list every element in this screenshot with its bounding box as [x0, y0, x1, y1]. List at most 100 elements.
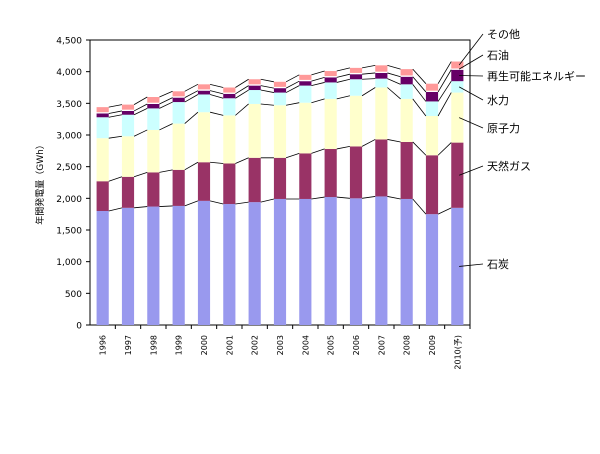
bar-segment	[299, 79, 312, 82]
series-connector-line	[108, 87, 452, 139]
bar-segment	[147, 97, 160, 103]
bar-segment	[324, 82, 337, 99]
bar-segment	[147, 172, 160, 207]
bar-segment	[172, 102, 185, 124]
bar-segment	[121, 110, 135, 115]
bar-segment	[223, 98, 236, 116]
legend-label: 水力	[487, 94, 509, 107]
bar-segment	[273, 81, 287, 87]
bar-segment	[248, 157, 261, 203]
x-tick-label: 2001	[225, 335, 234, 355]
x-tick-label: 2000	[200, 335, 209, 355]
bar-segment	[197, 89, 211, 91]
legend-label: 原子力	[487, 122, 520, 135]
bar-segment	[147, 102, 160, 104]
bar-segment	[197, 200, 211, 325]
bar-segment	[248, 202, 261, 325]
bar-segment	[451, 81, 464, 93]
bar-segment	[425, 101, 439, 116]
series-connector-line	[108, 61, 452, 108]
x-tick-label: 1997	[124, 335, 133, 355]
bar-segment	[96, 211, 109, 325]
y-tick-label: 3,500	[56, 100, 82, 110]
bar-segment	[197, 162, 211, 201]
bar-segment	[375, 196, 388, 325]
y-tick-label: 1,500	[56, 227, 82, 237]
bar-segment	[121, 176, 135, 208]
bar-segment	[223, 87, 236, 93]
bar-segment	[349, 79, 363, 96]
bar-segment	[400, 76, 413, 85]
bar-segment	[451, 207, 464, 325]
bar-segment	[248, 103, 261, 158]
y-tick-label: 0	[76, 322, 82, 332]
bar-segment	[147, 103, 160, 109]
x-tick-label: 2010(予)	[453, 335, 462, 370]
bar-segment	[299, 102, 312, 154]
bar-segment	[349, 198, 363, 325]
x-tick-label: 1999	[175, 335, 184, 355]
bar-segment	[223, 163, 236, 205]
x-tick-label: 2008	[403, 335, 412, 355]
bar-segment	[96, 107, 109, 113]
bar-segment	[273, 198, 287, 325]
bar-segment	[223, 204, 236, 325]
legend-leader-line	[458, 86, 484, 101]
bar-segment	[451, 68, 464, 70]
bar-segment	[451, 61, 464, 69]
bar-segment	[273, 105, 287, 158]
bar-segment	[223, 92, 236, 94]
bar-segment	[324, 77, 337, 83]
bar-segment	[172, 123, 185, 170]
x-tick-label: 2004	[301, 335, 310, 355]
bar-segment	[400, 75, 413, 77]
bar-segment	[451, 69, 464, 82]
legend-leader-line	[459, 165, 484, 176]
bar-segment	[400, 98, 413, 142]
bar-segment	[375, 65, 388, 72]
bar-segment	[425, 90, 439, 92]
y-tick-label: 4,000	[56, 68, 82, 78]
bar-segment	[349, 146, 363, 199]
legend-leader-line	[458, 54, 484, 70]
bar-segment	[324, 197, 337, 325]
x-tick-label: 2003	[276, 335, 285, 355]
bar-segment	[147, 129, 160, 173]
y-tick-label: 3,000	[56, 132, 82, 142]
bar-segment	[349, 67, 363, 73]
bar-segment	[375, 78, 388, 88]
bar-segment	[121, 109, 135, 111]
bar-segment	[425, 214, 439, 325]
x-tick-label: 2007	[377, 335, 386, 355]
x-tick-label: 2002	[251, 335, 260, 355]
bar-segment	[147, 108, 160, 130]
bar-segment	[172, 91, 185, 97]
bar-segment	[349, 72, 363, 75]
bar-segment	[172, 97, 185, 103]
bar-segment	[375, 72, 388, 79]
bar-segment	[400, 69, 413, 76]
bar-segment	[273, 92, 287, 106]
bar-segment	[400, 141, 413, 199]
y-tick-label: 4,500	[56, 37, 82, 47]
legend-leader-line	[458, 33, 484, 66]
bar-segment	[121, 136, 135, 177]
legend-leader-line	[458, 117, 484, 129]
bar-segment	[197, 94, 211, 113]
bar-segment	[299, 198, 312, 325]
x-tick-label: 2006	[352, 335, 361, 355]
bar-segment	[400, 84, 413, 99]
series-connector-line	[108, 69, 452, 114]
bar-segment	[248, 90, 261, 104]
x-tick-label: 1998	[149, 335, 158, 355]
bar-segment	[197, 112, 211, 163]
legend-leader-line	[459, 263, 484, 267]
bar-segment	[375, 87, 388, 140]
bar-segment	[324, 98, 337, 149]
legend-label: 石炭	[487, 258, 509, 271]
legend-label: 石油	[487, 48, 509, 62]
bar-segment	[248, 79, 261, 85]
y-tick-label: 2,000	[56, 195, 82, 205]
